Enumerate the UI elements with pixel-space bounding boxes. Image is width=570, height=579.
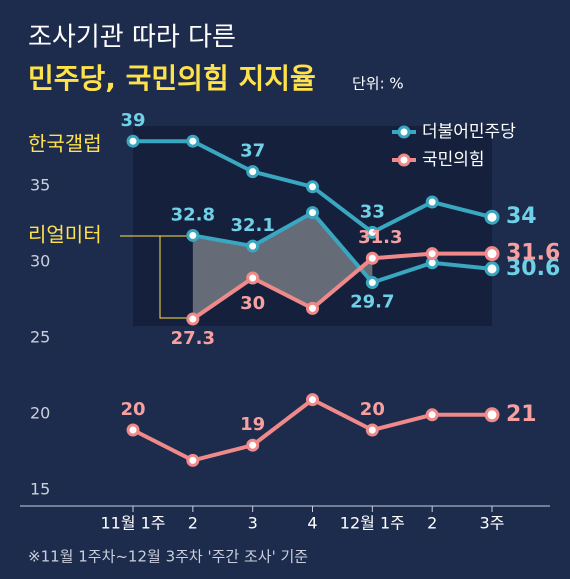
value-label: 30.6 — [506, 256, 560, 281]
point — [306, 301, 319, 315]
point — [186, 228, 200, 242]
value-label: 19 — [240, 414, 265, 435]
point — [246, 438, 260, 452]
legend-swatch — [397, 125, 411, 139]
point — [425, 408, 439, 422]
legend-label: 더불어민주당 — [422, 122, 516, 142]
legend-swatch — [397, 153, 411, 167]
source-label: 한국갤럽 — [28, 132, 102, 156]
point — [425, 247, 439, 261]
point — [365, 423, 379, 437]
value-label: 32.1 — [230, 215, 274, 236]
line — [192, 210, 493, 285]
x-tick-label: 2 — [188, 514, 198, 533]
value-label: 29.7 — [350, 292, 394, 313]
source-label: 리얼미터 — [28, 223, 102, 247]
point — [126, 134, 140, 148]
point — [484, 261, 500, 277]
value-label: 20 — [360, 399, 385, 420]
point — [246, 271, 260, 285]
value-label: 32.8 — [171, 204, 215, 225]
value-label: 30 — [240, 293, 265, 314]
y-tick-label: 20 — [30, 404, 50, 423]
legend-label: 국민의힘 — [422, 150, 485, 170]
point — [186, 134, 200, 148]
y-tick-label: 30 — [30, 252, 50, 271]
y-tick-label: 15 — [30, 480, 50, 499]
footnote: ※11월 1주차~12월 3주차 '주간 조사' 기준 — [28, 548, 308, 566]
point — [425, 195, 439, 209]
value-label: 27.3 — [171, 328, 215, 349]
y-tick-label: 35 — [30, 176, 50, 195]
point — [365, 225, 379, 239]
gap-area — [192, 212, 373, 320]
unit-label: 단위: % — [352, 75, 404, 93]
point — [246, 239, 260, 253]
x-tick-label: 11월 1주 — [100, 514, 165, 533]
value-label: 34 — [506, 204, 537, 229]
point — [306, 180, 319, 194]
x-tick-label: 3 — [248, 514, 258, 533]
bracket — [120, 235, 190, 319]
point — [306, 393, 319, 407]
value-label: 37 — [240, 141, 265, 162]
point — [186, 312, 200, 326]
y-tick-label: 25 — [30, 328, 50, 347]
point — [365, 276, 379, 290]
point — [484, 246, 500, 262]
value-label: 20 — [120, 399, 145, 420]
value-label: 31.6 — [506, 241, 560, 266]
chart-subtitle: 민주당, 국민의힘 지지율 — [28, 62, 316, 95]
x-tick-label: 2 — [427, 514, 437, 533]
chart-title: 조사기관 따라 다른 — [28, 23, 236, 53]
value-label: 39 — [120, 110, 145, 131]
point — [484, 407, 500, 423]
value-label: 21 — [506, 402, 537, 427]
x-tick-label: 12월 1주 — [340, 514, 405, 533]
point — [126, 423, 140, 437]
line — [191, 251, 492, 321]
x-tick-label: 3주 — [480, 514, 505, 533]
point — [246, 165, 260, 179]
point — [484, 209, 500, 225]
value-label: 31.3 — [358, 227, 402, 248]
point — [306, 206, 319, 220]
value-label: 33 — [360, 201, 385, 222]
point — [186, 453, 200, 467]
point — [365, 251, 379, 265]
x-tick-label: 4 — [307, 514, 317, 533]
